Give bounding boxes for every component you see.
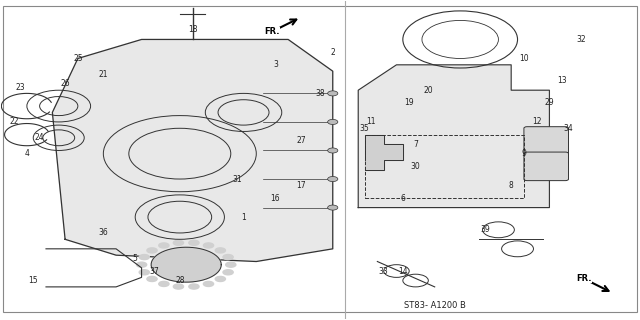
Circle shape (136, 262, 147, 267)
Circle shape (328, 148, 338, 153)
Circle shape (139, 254, 149, 260)
Text: ST83- A1200 B: ST83- A1200 B (404, 301, 466, 310)
Text: 25: 25 (73, 54, 83, 63)
Text: 23: 23 (16, 83, 26, 92)
Polygon shape (151, 247, 221, 282)
Text: 7: 7 (413, 140, 418, 148)
Text: 17: 17 (296, 181, 306, 190)
Text: 12: 12 (532, 117, 541, 126)
Circle shape (223, 270, 233, 275)
Text: 13: 13 (557, 76, 567, 85)
Text: 35: 35 (360, 124, 369, 133)
Circle shape (328, 91, 338, 96)
FancyBboxPatch shape (524, 152, 568, 180)
Text: 19: 19 (404, 99, 414, 108)
Text: 22: 22 (10, 117, 19, 126)
Circle shape (147, 276, 157, 282)
Circle shape (159, 281, 169, 286)
Text: 26: 26 (60, 79, 70, 88)
Text: 18: 18 (188, 25, 197, 35)
Text: 30: 30 (411, 162, 420, 171)
Text: 39: 39 (481, 225, 490, 234)
Circle shape (204, 281, 214, 286)
Circle shape (215, 248, 225, 253)
FancyBboxPatch shape (524, 127, 568, 155)
Polygon shape (52, 39, 333, 261)
Text: 11: 11 (366, 117, 376, 126)
Circle shape (328, 119, 338, 124)
Text: 32: 32 (577, 35, 586, 44)
Circle shape (223, 254, 233, 260)
Text: 15: 15 (28, 276, 38, 285)
Text: 28: 28 (175, 276, 184, 285)
Text: FR.: FR. (577, 275, 592, 284)
Text: FR.: FR. (264, 27, 280, 36)
Text: 21: 21 (99, 70, 108, 79)
Text: 34: 34 (564, 124, 573, 133)
Text: 3: 3 (273, 60, 278, 69)
Text: 29: 29 (545, 99, 554, 108)
Text: 37: 37 (150, 267, 159, 276)
Polygon shape (358, 65, 549, 208)
Text: 27: 27 (296, 136, 306, 146)
Text: 6: 6 (401, 194, 405, 203)
Text: 16: 16 (271, 194, 280, 203)
Text: 10: 10 (519, 54, 529, 63)
Text: 1: 1 (241, 212, 246, 222)
Text: 20: 20 (424, 86, 433, 95)
Circle shape (159, 243, 169, 248)
Circle shape (189, 240, 199, 245)
Circle shape (204, 243, 214, 248)
Text: 38: 38 (315, 89, 325, 98)
Circle shape (189, 284, 199, 289)
Circle shape (147, 248, 157, 253)
Polygon shape (365, 135, 403, 170)
Circle shape (173, 284, 184, 289)
Circle shape (328, 177, 338, 181)
Text: 2: 2 (330, 48, 335, 57)
Circle shape (139, 270, 149, 275)
Circle shape (173, 240, 184, 245)
Text: 36: 36 (99, 228, 108, 237)
Circle shape (215, 276, 225, 282)
Text: 33: 33 (379, 267, 388, 276)
Text: 8: 8 (509, 181, 513, 190)
Text: 9: 9 (522, 149, 526, 158)
Text: 31: 31 (232, 174, 242, 184)
Circle shape (328, 205, 338, 210)
Text: 5: 5 (132, 254, 138, 263)
Text: 4: 4 (24, 149, 29, 158)
Text: 24: 24 (35, 133, 44, 142)
Text: 14: 14 (398, 267, 408, 276)
Circle shape (226, 262, 236, 267)
